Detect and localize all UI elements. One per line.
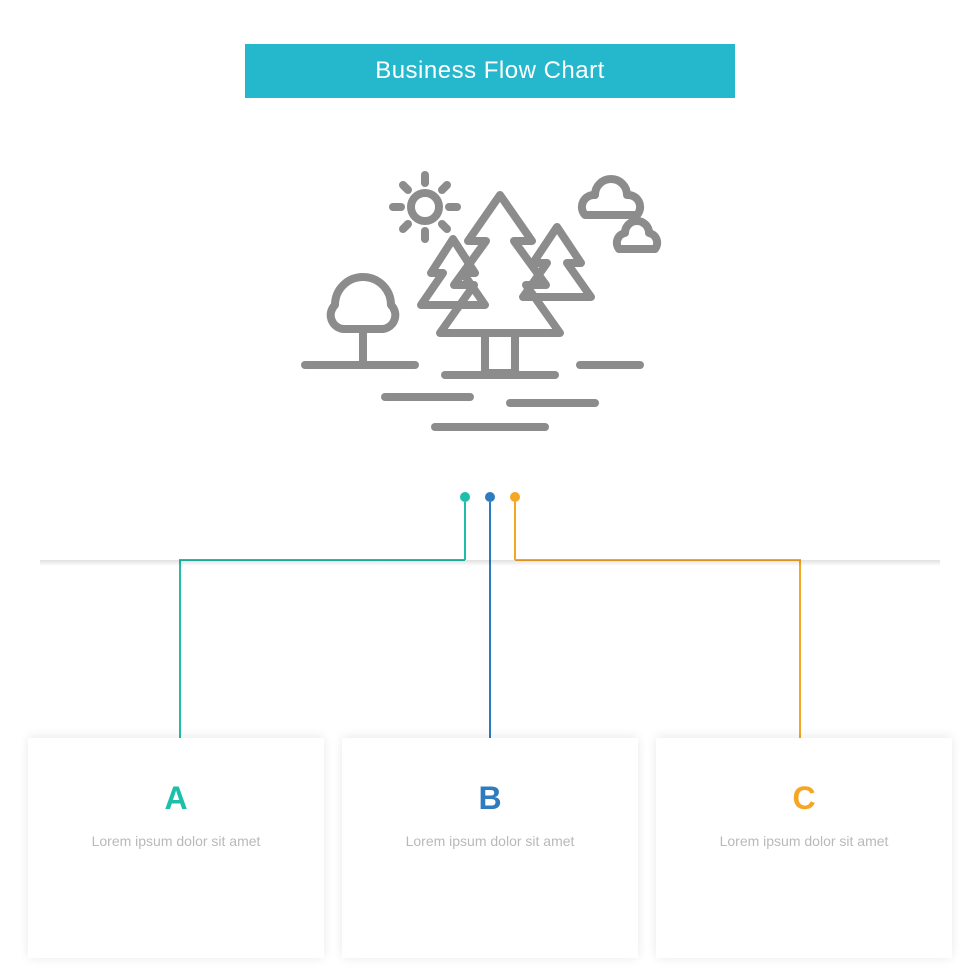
flow-line-a1 bbox=[464, 502, 466, 560]
card-letter-c: C bbox=[686, 780, 922, 817]
header-band: Business Flow Chart bbox=[245, 44, 735, 98]
card-letter-a: A bbox=[58, 780, 294, 817]
card-b: B Lorem ipsum dolor sit amet bbox=[342, 738, 638, 958]
flow-line-c3 bbox=[799, 559, 801, 738]
card-text-b: Lorem ipsum dolor sit amet bbox=[372, 831, 608, 851]
card-letter-b: B bbox=[372, 780, 608, 817]
flow-line-a3 bbox=[179, 559, 181, 738]
flow-dot-c bbox=[510, 492, 520, 502]
card-text-c: Lorem ipsum dolor sit amet bbox=[686, 831, 922, 851]
flow-line-c1 bbox=[514, 502, 516, 560]
card-text-a: Lorem ipsum dolor sit amet bbox=[58, 831, 294, 851]
card-row: A Lorem ipsum dolor sit amet B Lorem ips… bbox=[28, 738, 952, 958]
flow-dot-b bbox=[485, 492, 495, 502]
card-c: C Lorem ipsum dolor sit amet bbox=[656, 738, 952, 958]
connector-shelf-shadow bbox=[40, 560, 940, 566]
forest-landscape-icon bbox=[295, 165, 685, 440]
flow-line-b bbox=[489, 502, 491, 738]
card-a: A Lorem ipsum dolor sit amet bbox=[28, 738, 324, 958]
flow-dot-a bbox=[460, 492, 470, 502]
